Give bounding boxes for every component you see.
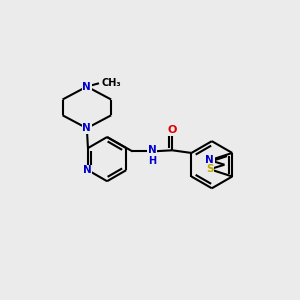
- Text: S: S: [206, 164, 214, 174]
- Text: N: N: [83, 165, 92, 175]
- Text: N: N: [206, 155, 214, 165]
- Text: N: N: [82, 123, 91, 133]
- Text: CH₃: CH₃: [101, 78, 121, 88]
- Text: N: N: [82, 82, 91, 92]
- Text: H: H: [148, 156, 156, 166]
- Text: O: O: [167, 125, 177, 135]
- Text: N: N: [148, 145, 157, 155]
